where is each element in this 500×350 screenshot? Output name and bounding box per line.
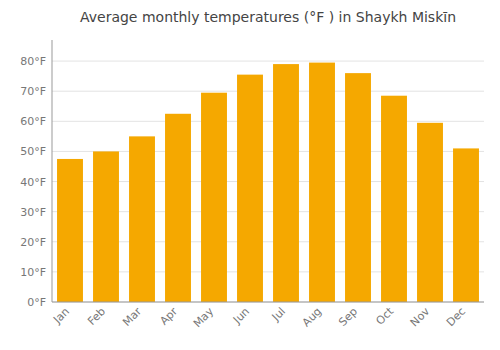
x-tick-label: Mar (120, 305, 144, 329)
y-tick-label: 80°F (20, 55, 46, 68)
x-tick-label: Oct (373, 304, 396, 327)
x-tick-label: Nov (408, 305, 433, 330)
y-tick-label: 0°F (27, 296, 46, 309)
bar (201, 93, 227, 302)
y-tick-label: 50°F (20, 145, 46, 158)
y-tick-label: 60°F (20, 115, 46, 128)
chart-container: Average monthly temperatures (°F ) in Sh… (0, 0, 500, 350)
chart-svg: Average monthly temperatures (°F ) in Sh… (0, 0, 500, 350)
y-tick-label: 20°F (20, 236, 46, 249)
x-tick-label: Jul (269, 305, 288, 324)
x-tick-label: May (191, 305, 217, 331)
y-axis-line (52, 40, 53, 302)
bar (129, 136, 155, 302)
grid-line (52, 91, 484, 92)
bar (381, 96, 407, 302)
y-tick-label: 30°F (20, 206, 46, 219)
bar (93, 151, 119, 302)
bar (309, 63, 335, 302)
x-tick-label: Jan (50, 305, 72, 327)
grid (52, 61, 484, 302)
bar (57, 159, 83, 302)
chart-title: Average monthly temperatures (°F ) in Sh… (80, 9, 456, 25)
x-tick-label: Feb (85, 305, 108, 328)
bars (57, 63, 479, 302)
x-tick-label: Aug (300, 305, 324, 329)
x-tick-label: Jun (230, 305, 252, 327)
x-tick-label: Apr (157, 305, 180, 328)
grid-line (52, 302, 484, 303)
bar (417, 123, 443, 302)
grid-line (52, 61, 484, 62)
y-tick-label: 10°F (20, 266, 46, 279)
bar (165, 114, 191, 302)
bar (453, 148, 479, 302)
y-tick-label: 40°F (20, 176, 46, 189)
x-tick-label: Sep (336, 305, 360, 329)
bar (273, 64, 299, 302)
x-tick-label: Dec (444, 305, 468, 329)
grid-line (52, 121, 484, 122)
y-tick-label: 70°F (20, 85, 46, 98)
x-axis-line (52, 302, 484, 303)
bar (237, 75, 263, 302)
bar (345, 73, 371, 302)
